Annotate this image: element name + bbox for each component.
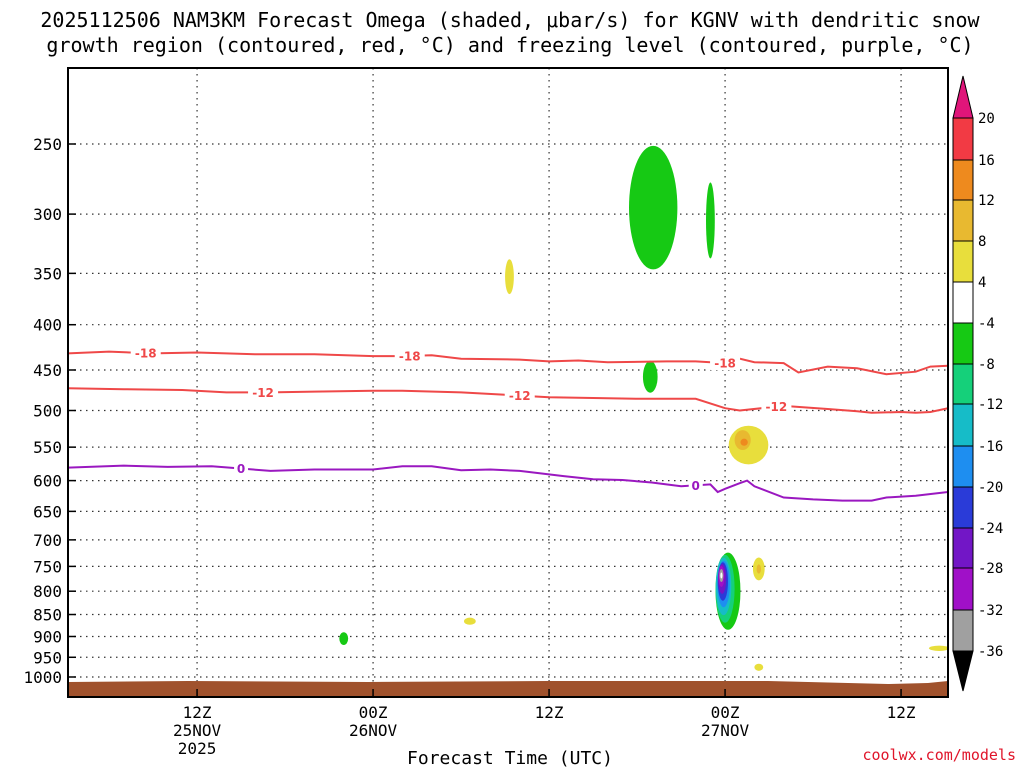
colorbar-bin-1 bbox=[952, 159, 974, 201]
chart-title-line-2: growth region (contoured, red, °C) and f… bbox=[46, 33, 973, 57]
contour-label-bg bbox=[504, 388, 535, 403]
colorbar-label-7: -12 bbox=[978, 397, 1003, 413]
y-tick-label-350: 350 bbox=[33, 264, 62, 283]
x-tick-label-0-1: 25NOV bbox=[173, 721, 222, 740]
omega-region-4 bbox=[464, 617, 476, 625]
contour-label-1-1: -18 bbox=[135, 347, 157, 361]
colorbar-bin-0 bbox=[952, 117, 974, 161]
colorbar-label-5: -4 bbox=[978, 316, 995, 332]
contour-label-bg bbox=[248, 385, 279, 400]
chart-title-line-1: 2025112506 NAM3KM Forecast Omega (shaded… bbox=[40, 8, 980, 32]
contour-label-2-1: -12 bbox=[252, 386, 274, 400]
y-tick-label-950: 950 bbox=[33, 648, 62, 667]
contour-label-bg bbox=[761, 399, 792, 414]
x-tick-label-48-0: 12Z bbox=[887, 703, 916, 722]
omega-region-1 bbox=[706, 182, 715, 259]
contour-label-bg bbox=[710, 356, 741, 371]
colorbar-bin-8 bbox=[952, 445, 974, 488]
omega-region-21 bbox=[720, 572, 723, 579]
y-tick-label-400: 400 bbox=[33, 316, 62, 335]
omega-region-3 bbox=[505, 259, 514, 295]
y-tick-label-650: 650 bbox=[33, 502, 62, 521]
colorbar-bottom-arrow bbox=[952, 650, 974, 692]
colorbar: 20 16 12 8 4 -4 -8 -12 -16 -20 -24 -28 -32 -36 bbox=[952, 75, 1003, 692]
ground-surface bbox=[68, 681, 948, 697]
colorbar-label-0: 20 bbox=[978, 111, 995, 127]
colorbar-bin-6 bbox=[952, 363, 974, 405]
x-tick-label-0-2: 2025 bbox=[178, 739, 217, 758]
colorbar-label-10: -24 bbox=[978, 521, 1003, 537]
x-tick-label-12-1: 26NOV bbox=[349, 721, 398, 740]
y-tick-label-550: 550 bbox=[33, 438, 62, 457]
x-tick-label-24-0: 12Z bbox=[535, 703, 564, 722]
contour-label-bg bbox=[130, 346, 161, 361]
colorbar-bin-10 bbox=[952, 527, 974, 569]
colorbar-bin-11 bbox=[952, 567, 974, 611]
colorbar-label-1: 16 bbox=[978, 153, 995, 169]
contour-line-1 bbox=[68, 350, 948, 376]
x-axis-label: Forecast Time (UTC) bbox=[407, 748, 613, 768]
contour-label-3-1: 0 bbox=[237, 462, 245, 476]
x-tick-label-12-0: 00Z bbox=[359, 703, 388, 722]
colorbar-top-arrow bbox=[952, 75, 974, 119]
y-tick-label-850: 850 bbox=[33, 606, 62, 625]
y-tick-label-900: 900 bbox=[33, 627, 62, 646]
omega-region-5 bbox=[339, 632, 349, 645]
colorbar-label-8: -16 bbox=[978, 439, 1003, 455]
colorbar-bin-9 bbox=[952, 486, 974, 529]
omega-region-9 bbox=[740, 438, 748, 446]
contour-label-1-2: -18 bbox=[399, 349, 421, 363]
y-tick-label-600: 600 bbox=[33, 472, 62, 491]
colorbar-label-2: 12 bbox=[978, 193, 995, 209]
colorbar-label-3: 8 bbox=[978, 234, 986, 250]
y-tick-label-500: 500 bbox=[33, 402, 62, 421]
contour-label-bg bbox=[394, 348, 425, 363]
y-tick-label-750: 750 bbox=[33, 557, 62, 576]
contour-label-2-3: -12 bbox=[766, 400, 788, 414]
plot-frame bbox=[67, 67, 949, 698]
colorbar-label-6: -8 bbox=[978, 357, 995, 373]
contour-label-bg bbox=[688, 478, 703, 493]
colorbar-label-9: -20 bbox=[978, 480, 1003, 496]
contour-label-1-3: -18 bbox=[714, 357, 736, 371]
contour-label-2-2: -12 bbox=[509, 389, 531, 403]
y-tick-label-250: 250 bbox=[33, 135, 62, 154]
omega-region-6 bbox=[928, 645, 948, 651]
omega-region-11 bbox=[756, 564, 761, 574]
x-tick-label-0-0: 12Z bbox=[183, 703, 212, 722]
colorbar-label-11: -28 bbox=[978, 561, 1003, 577]
axes: 250 300 350 400 450 500 550 600 650 700 750 800 850 9… bbox=[23, 67, 949, 758]
credit-link[interactable]: coolwx.com/models bbox=[862, 746, 1016, 764]
y-tick-label-800: 800 bbox=[33, 582, 62, 601]
x-tick-label-36-1: 27NOV bbox=[701, 721, 750, 740]
y-tick-label-1000: 1000 bbox=[23, 668, 62, 687]
colorbar-label-12: -32 bbox=[978, 603, 1003, 619]
contour-label-3-2: 0 bbox=[692, 479, 700, 493]
x-tick-label-36-0: 00Z bbox=[711, 703, 740, 722]
colorbar-bin-7 bbox=[952, 403, 974, 447]
y-tick-label-300: 300 bbox=[33, 205, 62, 224]
omega-region-12 bbox=[754, 663, 764, 671]
contour-line-3 bbox=[68, 464, 948, 502]
plot-area: -18 -18 -18 -12 -12 -12 0 0 bbox=[68, 68, 948, 697]
colorbar-bin-12 bbox=[952, 609, 974, 652]
omega-region-0 bbox=[629, 145, 678, 270]
colorbar-bin-3 bbox=[952, 240, 974, 283]
y-tick-label-450: 450 bbox=[33, 361, 62, 380]
plot-content: -18 -18 -18 -12 -12 -12 0 0 bbox=[68, 68, 948, 697]
contour-label-bg bbox=[234, 461, 249, 476]
colorbar-bin-5 bbox=[952, 322, 974, 365]
y-tick-label-700: 700 bbox=[33, 531, 62, 550]
omega-region-2 bbox=[642, 360, 658, 393]
colorbar-bin-4 bbox=[952, 281, 974, 324]
colorbar-bin-2 bbox=[952, 199, 974, 242]
colorbar-label-13: -36 bbox=[978, 644, 1003, 660]
colorbar-label-4: 4 bbox=[978, 275, 986, 291]
